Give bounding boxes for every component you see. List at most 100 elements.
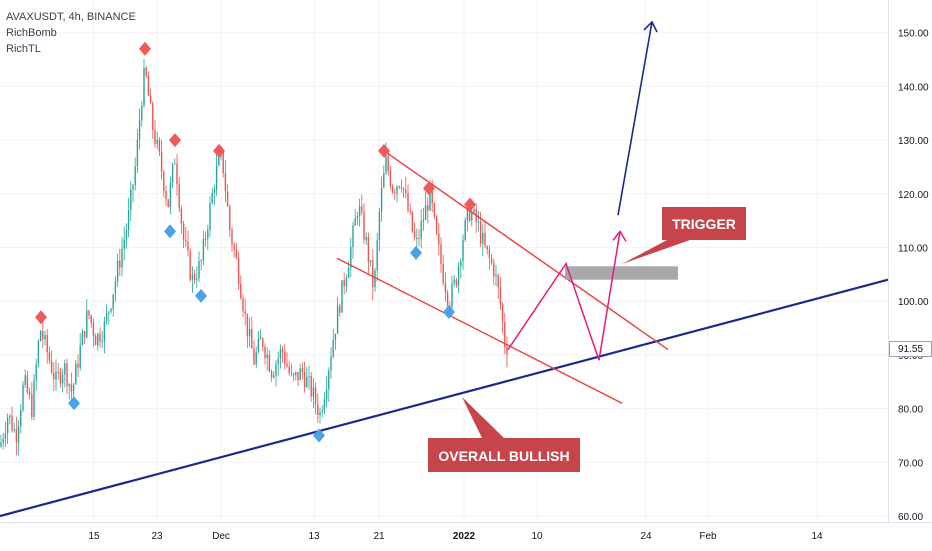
candle-body — [200, 260, 202, 262]
candle-body — [9, 415, 11, 418]
candle-body — [46, 335, 48, 353]
candle-body — [178, 184, 180, 209]
candle-body — [279, 349, 282, 359]
candle-body — [81, 331, 84, 346]
candle-body — [31, 394, 33, 417]
candle-body — [127, 210, 130, 230]
x-tick-label: 13 — [308, 531, 320, 542]
candle-body — [490, 258, 493, 263]
indicator-richbomb-label[interactable]: RichBomb — [6, 27, 57, 39]
y-tick-label: 130.00 — [898, 136, 929, 147]
candle-body — [119, 260, 121, 268]
candle-body — [460, 260, 462, 266]
candle-body — [174, 163, 176, 165]
candle-body — [464, 220, 466, 240]
candle-body — [374, 270, 376, 288]
candle-body — [77, 363, 79, 368]
signal-bottom-marker — [195, 288, 207, 303]
candle-body — [114, 281, 117, 295]
indicator-richtl-label[interactable]: RichTL — [6, 43, 41, 55]
candle-body — [358, 206, 361, 217]
candle-body — [369, 260, 372, 263]
y-tick-label: 60.00 — [898, 512, 923, 523]
candle-body — [341, 280, 343, 313]
candle-body — [226, 191, 229, 207]
candle-body — [389, 170, 392, 187]
candle-body — [57, 371, 59, 373]
candle-body — [317, 403, 319, 416]
candle-body — [28, 392, 31, 395]
candle-body — [191, 274, 194, 281]
candle-body — [422, 219, 425, 222]
signal-top-marker — [378, 143, 390, 158]
candle-body — [92, 322, 95, 336]
candle-body — [152, 103, 154, 131]
candle-body — [501, 304, 504, 323]
candle-body — [286, 363, 288, 367]
candle-body — [385, 155, 387, 174]
candle-body — [20, 409, 22, 427]
y-tick-label: 70.00 — [898, 458, 923, 469]
candle-body — [394, 192, 396, 194]
trigger-zone — [565, 266, 678, 280]
candle-body — [356, 216, 359, 219]
candle-body — [211, 192, 213, 204]
candle-body — [134, 166, 136, 186]
candle-body — [444, 283, 447, 293]
projection-arrowhead — [612, 230, 627, 242]
candle-body — [22, 384, 24, 410]
candle-body — [323, 399, 326, 411]
candle-body — [242, 298, 244, 312]
overall-trendline — [0, 278, 889, 518]
candle-body — [442, 264, 444, 284]
candle-body — [141, 105, 143, 121]
candle-body — [237, 258, 240, 284]
signal-bottom-marker — [68, 396, 80, 411]
price-axis[interactable] — [888, 0, 932, 522]
channel-upper-line — [383, 150, 669, 351]
y-tick-label: 110.00 — [898, 244, 928, 255]
candle-body — [301, 368, 304, 372]
signal-top-marker — [139, 41, 151, 56]
candle-body — [88, 310, 90, 316]
candle-body — [299, 368, 301, 380]
candle-body — [446, 292, 449, 306]
candle-body — [44, 335, 46, 340]
candle-body — [189, 251, 191, 281]
candle-body — [259, 338, 262, 340]
signal-top-marker — [169, 133, 181, 148]
candle-body — [244, 311, 246, 314]
candle-body — [424, 205, 427, 220]
candle-body — [284, 352, 286, 364]
candle-body — [163, 171, 165, 191]
candle-body — [48, 352, 51, 361]
candle-body — [17, 426, 20, 443]
trigger-callout-box — [622, 207, 746, 264]
candle-body — [99, 333, 101, 342]
candle-body — [365, 236, 367, 240]
candle-body — [354, 218, 356, 226]
candle-body — [143, 67, 145, 106]
candle-body — [176, 163, 178, 185]
candle-body — [253, 348, 255, 365]
x-tick-label: 10 — [531, 531, 543, 542]
candle-body — [169, 182, 172, 207]
candle-body — [154, 130, 156, 144]
candle-body — [246, 313, 249, 337]
candle-body — [292, 373, 295, 376]
candle-body — [50, 360, 53, 373]
time-axis[interactable] — [0, 522, 932, 551]
candle-body — [361, 206, 363, 213]
candle-body — [367, 236, 370, 263]
projection-path — [507, 231, 621, 361]
symbol-label[interactable]: AVAXUSDT, 4h, BINANCE — [6, 11, 136, 23]
candle-body — [347, 267, 350, 278]
x-tick-label: 14 — [811, 531, 823, 542]
candle-body — [405, 189, 407, 193]
candle-body — [350, 247, 352, 268]
candle-body — [158, 139, 161, 152]
candle-body — [486, 245, 488, 250]
candle-body — [319, 412, 321, 416]
